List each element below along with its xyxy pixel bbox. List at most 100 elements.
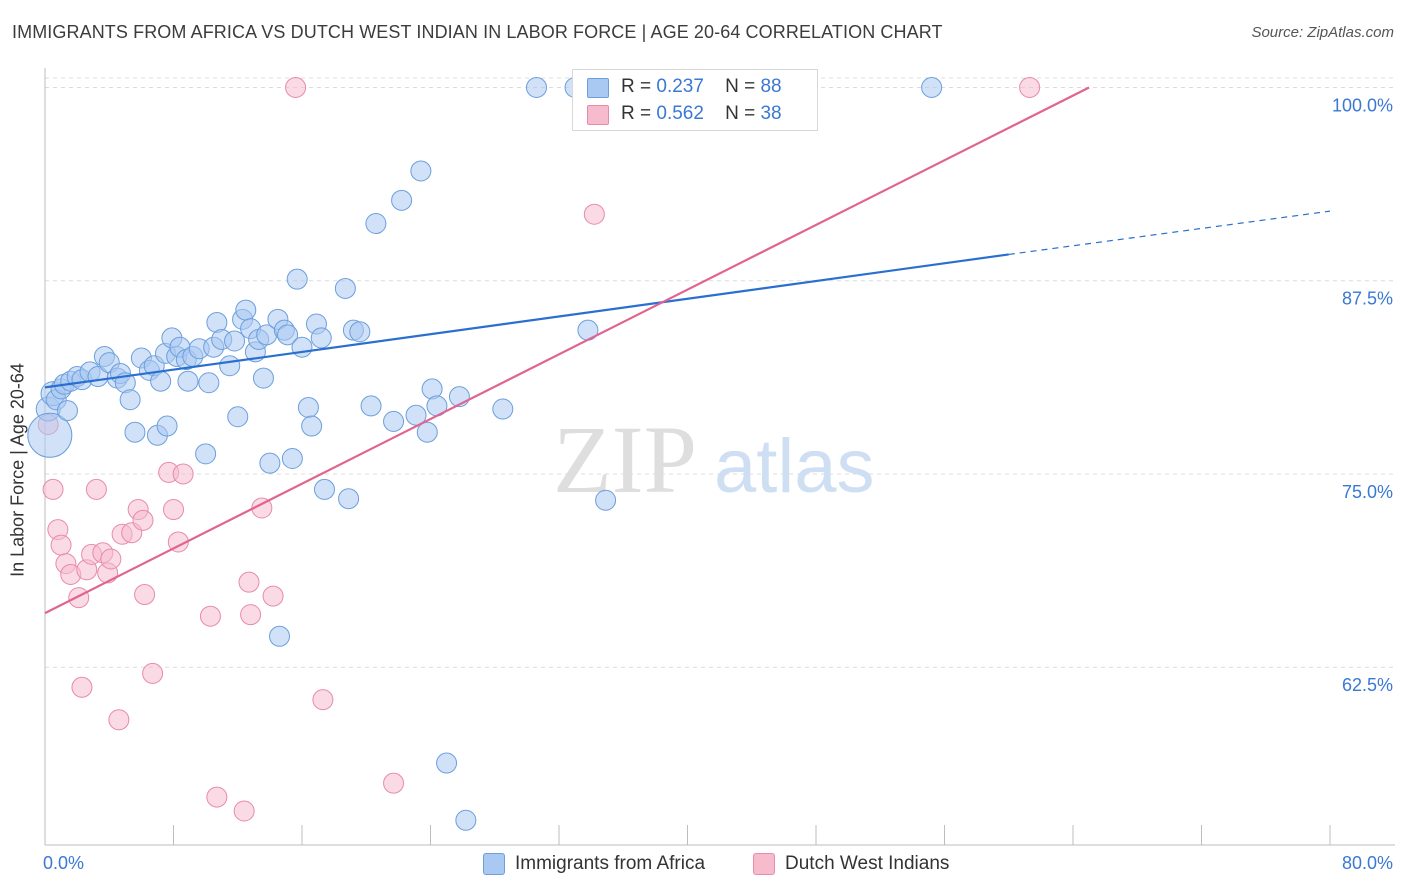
legend-stats-dutch: R = 0.562 N = 38 [621, 103, 782, 125]
r-label: R = [621, 76, 652, 97]
africa-point [219, 355, 241, 377]
africa-point [297, 396, 319, 418]
africa-point [286, 268, 308, 290]
y-axis-label: In Labor Force | Age 20-64 [7, 363, 28, 577]
watermark-atlas: atlas [714, 424, 875, 509]
dutch-point [172, 463, 194, 485]
africa-point [526, 76, 548, 98]
series-legend: Immigrants from Africa Dutch West Indian… [0, 850, 1406, 878]
dutch-west-indians-points [37, 76, 1041, 822]
dutch-point [142, 662, 164, 684]
n-label: N = [725, 76, 756, 97]
africa-point [313, 478, 335, 500]
africa-point [291, 336, 313, 358]
africa-point [195, 443, 217, 465]
africa-point [177, 370, 199, 392]
n-value: 38 [760, 103, 782, 124]
legend-stats-africa: R = 0.237 N = 88 [621, 76, 782, 98]
correlation-legend: R = 0.237 N = 88 R = 0.562 N = 38 [572, 69, 818, 131]
dutch-point [285, 76, 307, 98]
dutch-trend-line [44, 86, 1090, 615]
legend-swatch-dutch [753, 853, 775, 875]
africa-point [150, 370, 172, 392]
africa-point [252, 367, 274, 389]
africa-point [277, 324, 299, 346]
source-label: Source: ZipAtlas.com [1251, 24, 1394, 41]
africa-point [595, 489, 617, 511]
dutch-point [383, 772, 405, 794]
y-tick-label: 87.5% [1342, 289, 1393, 309]
legend-swatch-dutch [587, 105, 609, 125]
r-label: R = [621, 103, 652, 124]
dutch-point [233, 800, 255, 822]
immigrants-from-africa-points [27, 76, 943, 831]
africa-point [383, 410, 405, 432]
dutch-point [206, 786, 228, 808]
africa-point [349, 321, 371, 343]
dutch-point [50, 534, 72, 556]
x-tick-label-max: 80.0% [1342, 853, 1393, 873]
africa-point [235, 299, 257, 321]
africa-point [124, 421, 146, 443]
africa-point [416, 421, 438, 443]
africa-point [56, 400, 78, 422]
africa-point [198, 372, 220, 394]
n-value: 88 [760, 76, 782, 97]
africa-point [27, 412, 73, 458]
africa-point [259, 452, 281, 474]
africa-point [227, 406, 249, 428]
dutch-point [71, 676, 93, 698]
dutch-point [132, 509, 154, 531]
africa-trend-line-extension [1008, 210, 1331, 256]
africa-point [921, 76, 943, 98]
x-tick-label-min: 0.0% [43, 853, 84, 873]
chart-title: IMMIGRANTS FROM AFRICA VS DUTCH WEST IND… [12, 22, 943, 42]
dutch-point [1019, 76, 1041, 98]
africa-point [436, 752, 458, 774]
watermark: ZIP atlas [553, 406, 875, 513]
axes [44, 68, 1395, 846]
africa-point [338, 488, 360, 510]
dutch-point [199, 605, 221, 627]
dutch-point [312, 689, 334, 711]
trend-lines [44, 86, 1331, 615]
legend-label-africa: Immigrants from Africa [515, 853, 706, 874]
tick-labels: 62.5% 75.0% 87.5% 100.0% 0.0% 80.0% [43, 95, 1393, 873]
dutch-point [108, 709, 130, 731]
r-value: 0.562 [656, 103, 704, 124]
dutch-point [42, 478, 64, 500]
dutch-point [583, 203, 605, 225]
dutch-point [163, 499, 184, 521]
africa-point [410, 160, 432, 182]
dutch-point [100, 548, 122, 570]
africa-point [224, 330, 246, 352]
africa-point [334, 277, 356, 299]
r-value: 0.237 [656, 76, 704, 97]
legend-swatch-africa [483, 853, 505, 875]
legend-swatch-africa [587, 78, 609, 98]
africa-point [360, 395, 382, 417]
dutch-point [238, 571, 260, 593]
y-tick-label: 62.5% [1342, 675, 1393, 695]
africa-point [119, 389, 141, 411]
dutch-point [240, 604, 262, 626]
africa-trend-line [44, 253, 1009, 389]
africa-point [156, 415, 178, 437]
dutch-point [262, 585, 284, 607]
africa-point [310, 327, 332, 349]
africa-point [269, 625, 291, 647]
africa-point [365, 213, 387, 235]
y-tick-label: 100.0% [1332, 95, 1393, 115]
dutch-point [85, 478, 107, 500]
dutch-point [68, 587, 90, 609]
africa-point [301, 415, 323, 437]
africa-point [281, 448, 303, 469]
africa-point [492, 398, 514, 420]
africa-point [391, 189, 413, 211]
legend-label-dutch: Dutch West Indians [785, 853, 950, 874]
africa-point [455, 809, 477, 831]
n-label: N = [725, 103, 756, 124]
watermark-zip: ZIP [553, 406, 697, 513]
y-tick-label: 75.0% [1342, 482, 1393, 502]
